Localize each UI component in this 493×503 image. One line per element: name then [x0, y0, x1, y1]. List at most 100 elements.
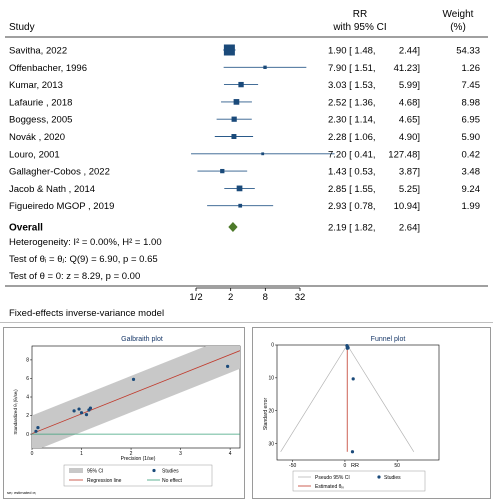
galbraith-y-tick-label: 6: [26, 376, 29, 382]
galbraith-plot: Galbraith plot Standardized θᵢ (θᵢ/seᵢ) …: [7, 336, 241, 495]
funnel-frame: [276, 344, 440, 461]
funnel-title: Funnel plot: [371, 336, 406, 343]
legend-no-effect-label: No effect: [162, 478, 183, 484]
study-ci-upper: 4.65]: [399, 115, 420, 126]
study-weight: 0.42: [462, 149, 481, 160]
study-marker: [233, 99, 240, 105]
study-rr-ci: 1.43 [ 0.53,: [328, 167, 376, 178]
galbraith-xlabel: Precision (1/se): [121, 456, 156, 462]
study-name: Novák , 2020: [9, 132, 65, 143]
study-marker: [238, 203, 243, 208]
study-name: Lafaurie , 2018: [9, 97, 72, 108]
study-marker: [263, 65, 267, 69]
galbraith-y-tick-label: 2: [26, 413, 29, 419]
funnel-point: [350, 450, 355, 454]
study-name: Boggess, 2005: [9, 115, 72, 126]
galbraith-footnote: seᵢ: estimated σᵢ: [7, 490, 36, 495]
study-ci-upper: 5.99]: [399, 80, 420, 91]
study-ci-upper: 41.23]: [394, 63, 420, 74]
study-name: Offenbacher, 1996: [9, 63, 87, 74]
study-rr-ci: 2.93 [ 0.78,: [328, 201, 376, 212]
section-divider: [0, 322, 493, 323]
study-ci-upper: 4.68]: [399, 97, 420, 108]
study-weight: 8.98: [462, 97, 481, 108]
study-ci-upper: 4.90]: [399, 132, 420, 143]
test-theta-i-text: Test of θᵢ = θⱼ: Q(9) = 6.90, p = 0.65: [9, 254, 158, 265]
funnel-plot: Funnel plot Standard error RR -50 0 50 0 10 2…: [263, 336, 440, 492]
study-weight: 7.45: [462, 80, 481, 91]
galbraith-x-tick-label: 0: [31, 451, 34, 457]
galbraith-x-tick-label: 4: [229, 451, 232, 457]
study-rr-ci: 1.90 [ 1.48,: [328, 46, 376, 57]
funnel-panel: Funnel plot Standard error RR -50 0 50 0 10 2…: [252, 327, 491, 499]
forest-axis-tick-label: 2: [228, 292, 233, 303]
study-ci-upper: 3.87]: [399, 167, 420, 178]
galbraith-point: [34, 429, 38, 433]
study-header: Study: [9, 22, 35, 33]
study-ci-upper: 5.25]: [399, 184, 420, 195]
galbraith-legend-box: [63, 464, 213, 487]
forest-axis-tick-label: 1/2: [189, 292, 202, 303]
study-ci-upper: 2.44]: [399, 46, 420, 57]
study-name: Louro, 2001: [9, 149, 60, 160]
funnel-plot-area: -50 0 50 0 10 20 30: [268, 343, 440, 469]
legend-ci-label: 95% CI: [87, 469, 103, 475]
study-name: Figueiredo MGOP , 2019: [9, 201, 114, 212]
study-rr-ci: 2.85 [ 1.55,: [328, 184, 376, 195]
overall-label: Overall: [9, 223, 43, 234]
study-marker: [220, 168, 225, 174]
legend-ci-swatch: [69, 468, 83, 473]
study-rr-ci: 3.03 [ 1.53,: [328, 80, 376, 91]
galbraith-title: Galbraith plot: [121, 336, 163, 343]
forest-rows: Savitha, 2022 1.90 [ 1.48, 2.44] 54.33 Offen…: [9, 44, 481, 234]
galbraith-x-tick-label: 3: [179, 451, 182, 457]
funnel-xlabel: RR: [351, 463, 359, 469]
study-ci-upper: 127.48]: [388, 149, 420, 160]
study-rr-ci: 7.20 [ 0.41,: [328, 149, 376, 160]
legend-pseudo-ci-label: Pseudo 95% CI: [315, 475, 350, 481]
legend-regression-label: Regression line: [87, 478, 122, 484]
galbraith-point: [36, 426, 40, 430]
forest-x-axis: 1/2 2 8 32: [189, 287, 305, 303]
legend-studies-label: Studies: [384, 475, 401, 481]
test-theta-text: Test of θ = 0: z = 8.29, p = 0.00: [9, 271, 140, 282]
study-weight: 5.90: [462, 132, 481, 143]
galbraith-y-tick-label: 8: [26, 358, 29, 364]
funnel-x-tick-label: -50: [289, 463, 296, 469]
galbraith-x-tick-label: 1: [80, 451, 83, 457]
study-rr-ci: 2.30 [ 1.14,: [328, 115, 376, 126]
study-name: Kumar, 2013: [9, 80, 63, 91]
study-ci-upper: 10.94]: [394, 201, 420, 212]
study-weight: 1.99: [462, 201, 481, 212]
study-rr-ci: 7.90 [ 1.51,: [328, 63, 376, 74]
galbraith-regression-line: [32, 350, 240, 434]
funnel-point: [351, 377, 355, 381]
study-marker: [236, 185, 243, 192]
legend-estimate-label: Estimated θᵢᵥ: [315, 484, 344, 490]
forest-axis-tick-label: 8: [263, 292, 268, 303]
funnel-y-tick-label: 30: [268, 441, 274, 447]
galbraith-point: [79, 411, 84, 415]
galbraith-y-tick-label: 0: [26, 432, 29, 438]
galbraith-point: [88, 406, 93, 410]
galbraith-point: [72, 409, 76, 413]
legend-studies-label: Studies: [162, 469, 179, 475]
galbraith-point: [77, 407, 81, 411]
funnel-legend: Pseudo 95% CI Studies Estimated θᵢᵥ: [292, 470, 426, 492]
galbraith-point: [226, 364, 230, 368]
galbraith-point: [131, 377, 136, 381]
study-weight: 3.48: [462, 167, 481, 178]
study-rr-ci: 2.52 [ 1.36,: [328, 97, 376, 108]
funnel-y-tick-label: 10: [268, 376, 274, 382]
rr-header: RR: [353, 9, 367, 20]
overall-diamond: [228, 222, 238, 232]
overall-ci-upper: 2.64]: [399, 223, 420, 234]
weight-pct-header: (%): [450, 22, 466, 33]
funnel-x-tick-label: 0: [344, 463, 347, 469]
galbraith-legend: 95% CI Studies Regression line No effect: [63, 464, 213, 487]
study-name: Gallagher-Cobos , 2022: [9, 167, 110, 178]
study-marker: [231, 116, 237, 122]
galbraith-clipped-area: [32, 346, 240, 448]
galbraith-panel: Galbraith plot Standardized θᵢ (θᵢ/seᵢ) …: [3, 327, 245, 499]
funnel-point: [346, 346, 350, 350]
